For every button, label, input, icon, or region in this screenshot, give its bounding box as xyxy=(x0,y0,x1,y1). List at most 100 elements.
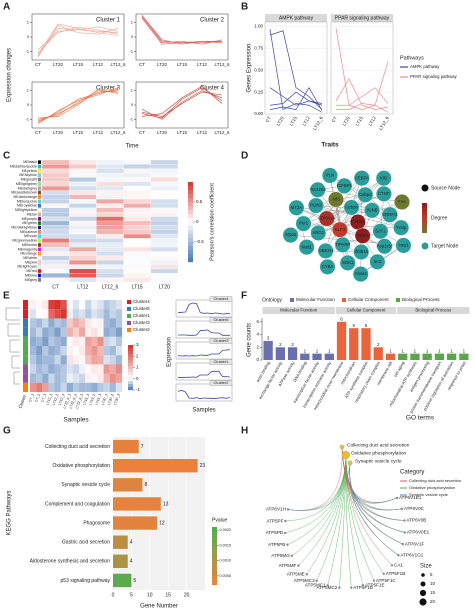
heat-cell xyxy=(41,220,70,226)
colorbar-label: 1 xyxy=(136,365,139,370)
cnet-edge xyxy=(306,454,347,575)
network-node xyxy=(321,167,338,184)
profile-title: Cluster4 xyxy=(214,296,230,301)
bar xyxy=(113,516,158,530)
x-tick-label: LT12 xyxy=(197,62,207,67)
colorbar-step xyxy=(212,561,217,565)
colorbar-label: -1 xyxy=(136,387,140,392)
colorbar-step xyxy=(212,527,217,530)
heat-cell xyxy=(91,355,98,365)
value-label: 1 xyxy=(328,348,331,353)
gene-node xyxy=(401,542,404,546)
panel-label: G xyxy=(3,426,11,437)
legend-swatch xyxy=(127,307,131,311)
cluster-strip xyxy=(23,382,28,392)
heat-cell xyxy=(41,233,70,239)
x-tick-label: LT20 xyxy=(342,115,352,127)
node-label: Tsc22d3 xyxy=(310,187,327,192)
colorbar-step xyxy=(128,387,133,391)
heat-cell xyxy=(69,168,97,174)
heat-cell xyxy=(30,318,37,328)
heat-cell xyxy=(69,216,97,222)
node-label: PDK4 xyxy=(357,233,369,238)
profile-strip xyxy=(209,359,233,365)
heat-cell xyxy=(41,199,70,204)
value-label: 2 xyxy=(291,342,294,347)
y-axis-title: Expression changes xyxy=(7,48,13,102)
column-label: LT20_1 xyxy=(101,393,109,405)
legend-label: Biological Process xyxy=(402,297,440,302)
module-swatch xyxy=(37,199,42,204)
gene-node xyxy=(382,572,385,576)
heat-cell xyxy=(69,212,97,217)
module-swatch xyxy=(37,160,42,165)
category-label: Collecting duct acid secretion xyxy=(347,442,410,448)
heat-cell xyxy=(123,273,151,278)
x-tick-label: LT12 xyxy=(93,62,103,67)
cluster-line xyxy=(37,90,119,122)
heat-cell xyxy=(123,203,151,209)
colorbar-step xyxy=(128,384,133,388)
heat-cell xyxy=(66,373,74,383)
profile-line xyxy=(177,349,231,357)
legend-title: Ontology xyxy=(262,297,283,303)
row-label: MEgrey60 xyxy=(21,178,37,182)
heat-cell xyxy=(79,318,86,328)
legend-label: Source Node xyxy=(431,185,460,191)
profile-title: Cluster3 xyxy=(214,338,230,343)
gene-label: ATP5MC1 xyxy=(305,583,326,588)
heat-cell xyxy=(150,164,179,169)
bar xyxy=(287,347,298,360)
module-swatch xyxy=(37,273,42,278)
gene-label: CA1 xyxy=(394,562,403,567)
heat-cell xyxy=(48,318,55,328)
heat-cell xyxy=(91,300,98,310)
panel-label: F xyxy=(241,291,247,302)
legend-label: Cluster1 xyxy=(133,313,150,318)
profile-panel xyxy=(175,320,233,339)
x-tick-label: CT xyxy=(35,62,41,67)
heat-cell xyxy=(115,373,123,383)
node-label: TIPARP xyxy=(335,242,350,247)
module-swatch xyxy=(37,247,42,252)
value-label: 6 xyxy=(340,317,343,322)
colorbar-step xyxy=(128,348,133,352)
row-label: MEbrown xyxy=(22,243,37,247)
colorbar-step xyxy=(188,194,193,199)
cnet-edge xyxy=(341,446,402,511)
heat-cell xyxy=(123,247,151,252)
node-label: ERRFI1 xyxy=(382,212,398,217)
heat-cell xyxy=(91,364,98,374)
x-tick-label: LT20 xyxy=(53,62,63,67)
profile-strip xyxy=(209,338,233,344)
node-label: Atf3 xyxy=(332,197,340,202)
facet-strip xyxy=(397,307,470,314)
gene-label: ATP5MC3 xyxy=(294,578,315,583)
y-tick-label: 4 xyxy=(256,332,259,337)
colorbar-label: 2 xyxy=(136,353,139,358)
heat-cell xyxy=(30,355,37,365)
value-label: 23 xyxy=(200,463,206,469)
heat-cell xyxy=(72,327,80,337)
y-tick-label: 0.25 xyxy=(254,89,263,94)
x-axis-title: Samples xyxy=(63,417,89,424)
heat-cell xyxy=(109,382,116,393)
y-tick-label: 0 xyxy=(131,102,134,107)
module-swatch xyxy=(37,225,42,230)
heat-cell xyxy=(109,373,116,383)
gene-label: ATP5PD xyxy=(266,530,284,535)
colorbar-step xyxy=(188,254,193,259)
module-swatch xyxy=(37,269,42,273)
x-tick-label: CT xyxy=(265,115,272,123)
heat-cell xyxy=(54,382,61,393)
row-label: MEmagenta xyxy=(18,247,37,251)
pathway-line xyxy=(269,30,323,110)
heat-cell xyxy=(123,268,151,274)
colorbar-step xyxy=(212,550,217,554)
bar xyxy=(336,321,347,360)
size-key xyxy=(419,589,427,597)
heat-cell xyxy=(150,220,179,226)
cnet-edge xyxy=(345,454,364,586)
heat-cell xyxy=(91,346,98,356)
colorbar-label: 0 xyxy=(196,219,199,224)
